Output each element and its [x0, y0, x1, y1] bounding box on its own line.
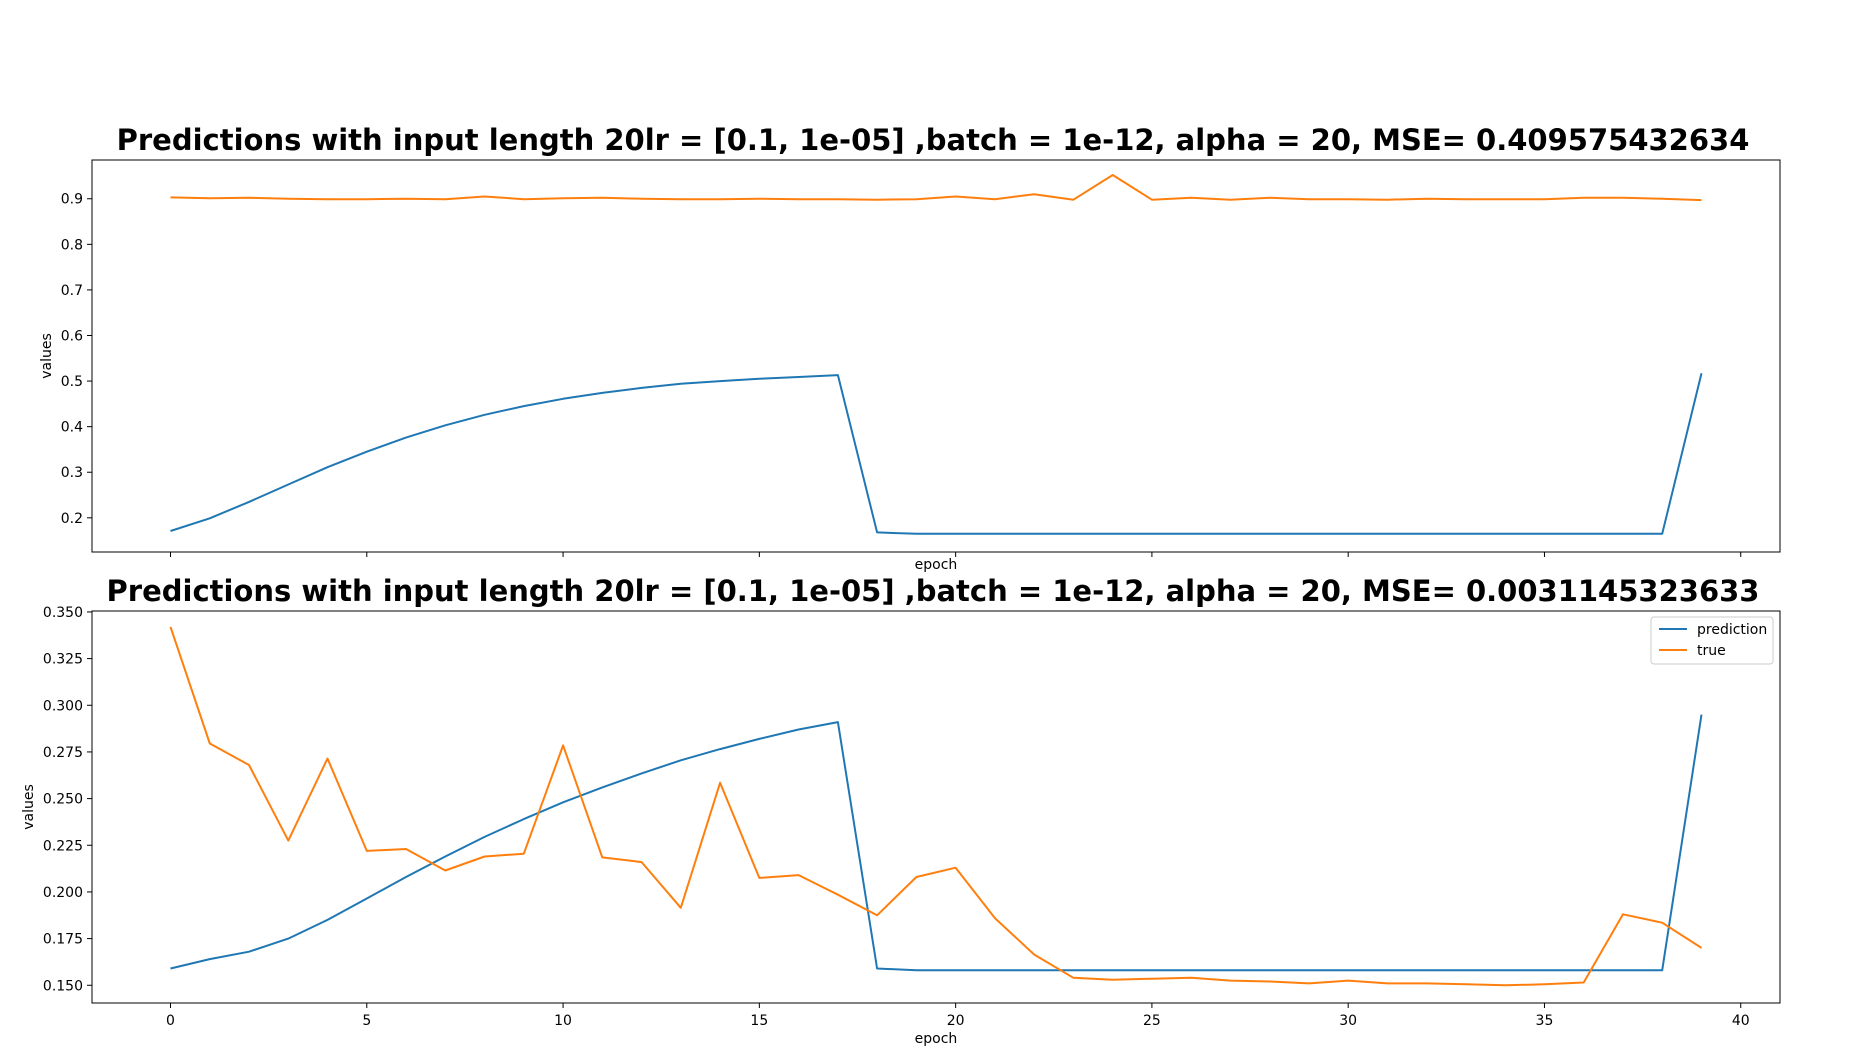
top-subplot-ticks: 0.2 0.3 0.4 0.5 0.6 0.7 0.8 0.9 [61, 192, 1742, 557]
x-tick-label: 10 [554, 1013, 572, 1029]
x-tick-label: 35 [1536, 1013, 1554, 1029]
top-subplot-frame [91, 159, 1781, 553]
y-tick-label: 0.8 [61, 237, 83, 253]
top-subplot-ylabel: values [39, 333, 55, 379]
series-line-prediction [170, 714, 1703, 972]
y-tick-label: 0.5 [61, 374, 83, 390]
y-tick-label: 0.4 [61, 420, 83, 436]
x-tick-label: 0 [166, 1013, 175, 1029]
series-line-true [170, 174, 1702, 202]
top-subplot-series [170, 174, 1703, 535]
bottom-subplot-series [169, 626, 1703, 987]
series-line-true [169, 626, 1703, 987]
x-tick-label: 30 [1339, 1013, 1357, 1029]
top-subplot: Predictions with input length 20lr = [0.… [39, 123, 1781, 573]
legend-prediction-label: prediction [1697, 622, 1767, 638]
y-tick-label: 0.250 [43, 792, 83, 808]
bottom-subplot-ylabel: values [21, 784, 37, 830]
y-tick-label: 0.2 [61, 511, 83, 527]
top-subplot-xlabel: epoch [915, 557, 958, 573]
y-tick-label: 0.275 [43, 745, 83, 761]
top-subplot-title: Predictions with input length 20lr = [0.… [117, 123, 1750, 157]
y-tick-label: 0.350 [43, 605, 83, 621]
y-tick-label: 0.325 [43, 652, 83, 668]
bottom-subplot: Predictions with input length 20lr = [0.… [21, 574, 1781, 1047]
y-tick-label: 0.6 [61, 328, 83, 344]
x-tick-label: 40 [1732, 1013, 1750, 1029]
x-tick-label: 5 [362, 1013, 371, 1029]
y-tick-label: 0.9 [61, 192, 83, 208]
y-tick-label: 0.3 [61, 465, 83, 481]
legend-true-label: true [1697, 643, 1726, 659]
bottom-subplot-title: Predictions with input length 20lr = [0.… [107, 574, 1760, 608]
y-tick-label: 0.7 [61, 283, 83, 299]
bottom-subplot-xlabel: epoch [915, 1031, 958, 1047]
x-tick-label: 25 [1143, 1013, 1161, 1029]
x-tick-label: 20 [947, 1013, 965, 1029]
x-tick-label: 15 [750, 1013, 768, 1029]
bottom-subplot-frame [91, 610, 1781, 1004]
bottom-subplot-ticks: 0 5 10 15 20 25 30 35 40 0.150 0.175 0.200 0.225 0.25… [43, 605, 1750, 1029]
series-line-prediction [170, 373, 1703, 535]
y-tick-label: 0.200 [43, 885, 83, 901]
legend: prediction true [1650, 616, 1774, 665]
y-tick-label: 0.150 [43, 978, 83, 994]
y-tick-label: 0.300 [43, 698, 83, 714]
y-tick-label: 0.225 [43, 838, 83, 854]
y-tick-label: 0.175 [43, 932, 83, 948]
